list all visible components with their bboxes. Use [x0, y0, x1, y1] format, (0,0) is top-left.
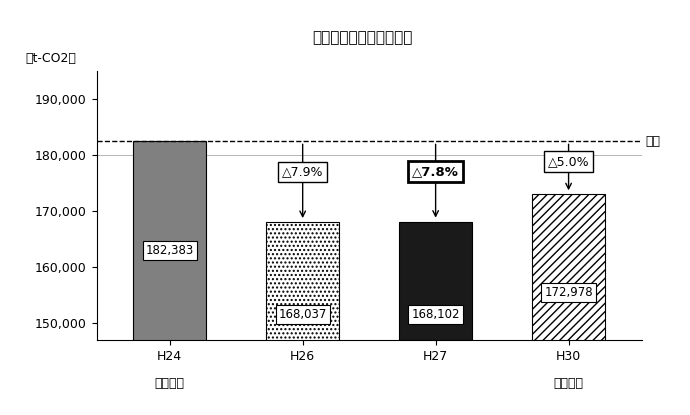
Bar	[266, 222, 339, 340]
Text: △7.8%: △7.8%	[412, 166, 459, 178]
Text: 基準: 基準	[646, 135, 661, 148]
Text: 182,383: 182,383	[146, 244, 194, 257]
Text: 172,978: 172,978	[544, 286, 593, 299]
Text: （基準）: （基準）	[155, 377, 185, 390]
Text: （t-CO2）: （t-CO2）	[26, 52, 77, 65]
Text: （目標）: （目標）	[553, 377, 584, 390]
Text: 温室効果ガスの排出状況: 温室効果ガスの排出状況	[312, 30, 413, 45]
Bar	[133, 142, 206, 340]
Text: 168,037: 168,037	[279, 308, 327, 321]
Text: △7.9%: △7.9%	[282, 166, 324, 178]
Bar	[532, 194, 605, 340]
Text: 168,102: 168,102	[411, 308, 460, 321]
Bar	[399, 222, 472, 340]
Text: △5.0%: △5.0%	[548, 155, 589, 168]
